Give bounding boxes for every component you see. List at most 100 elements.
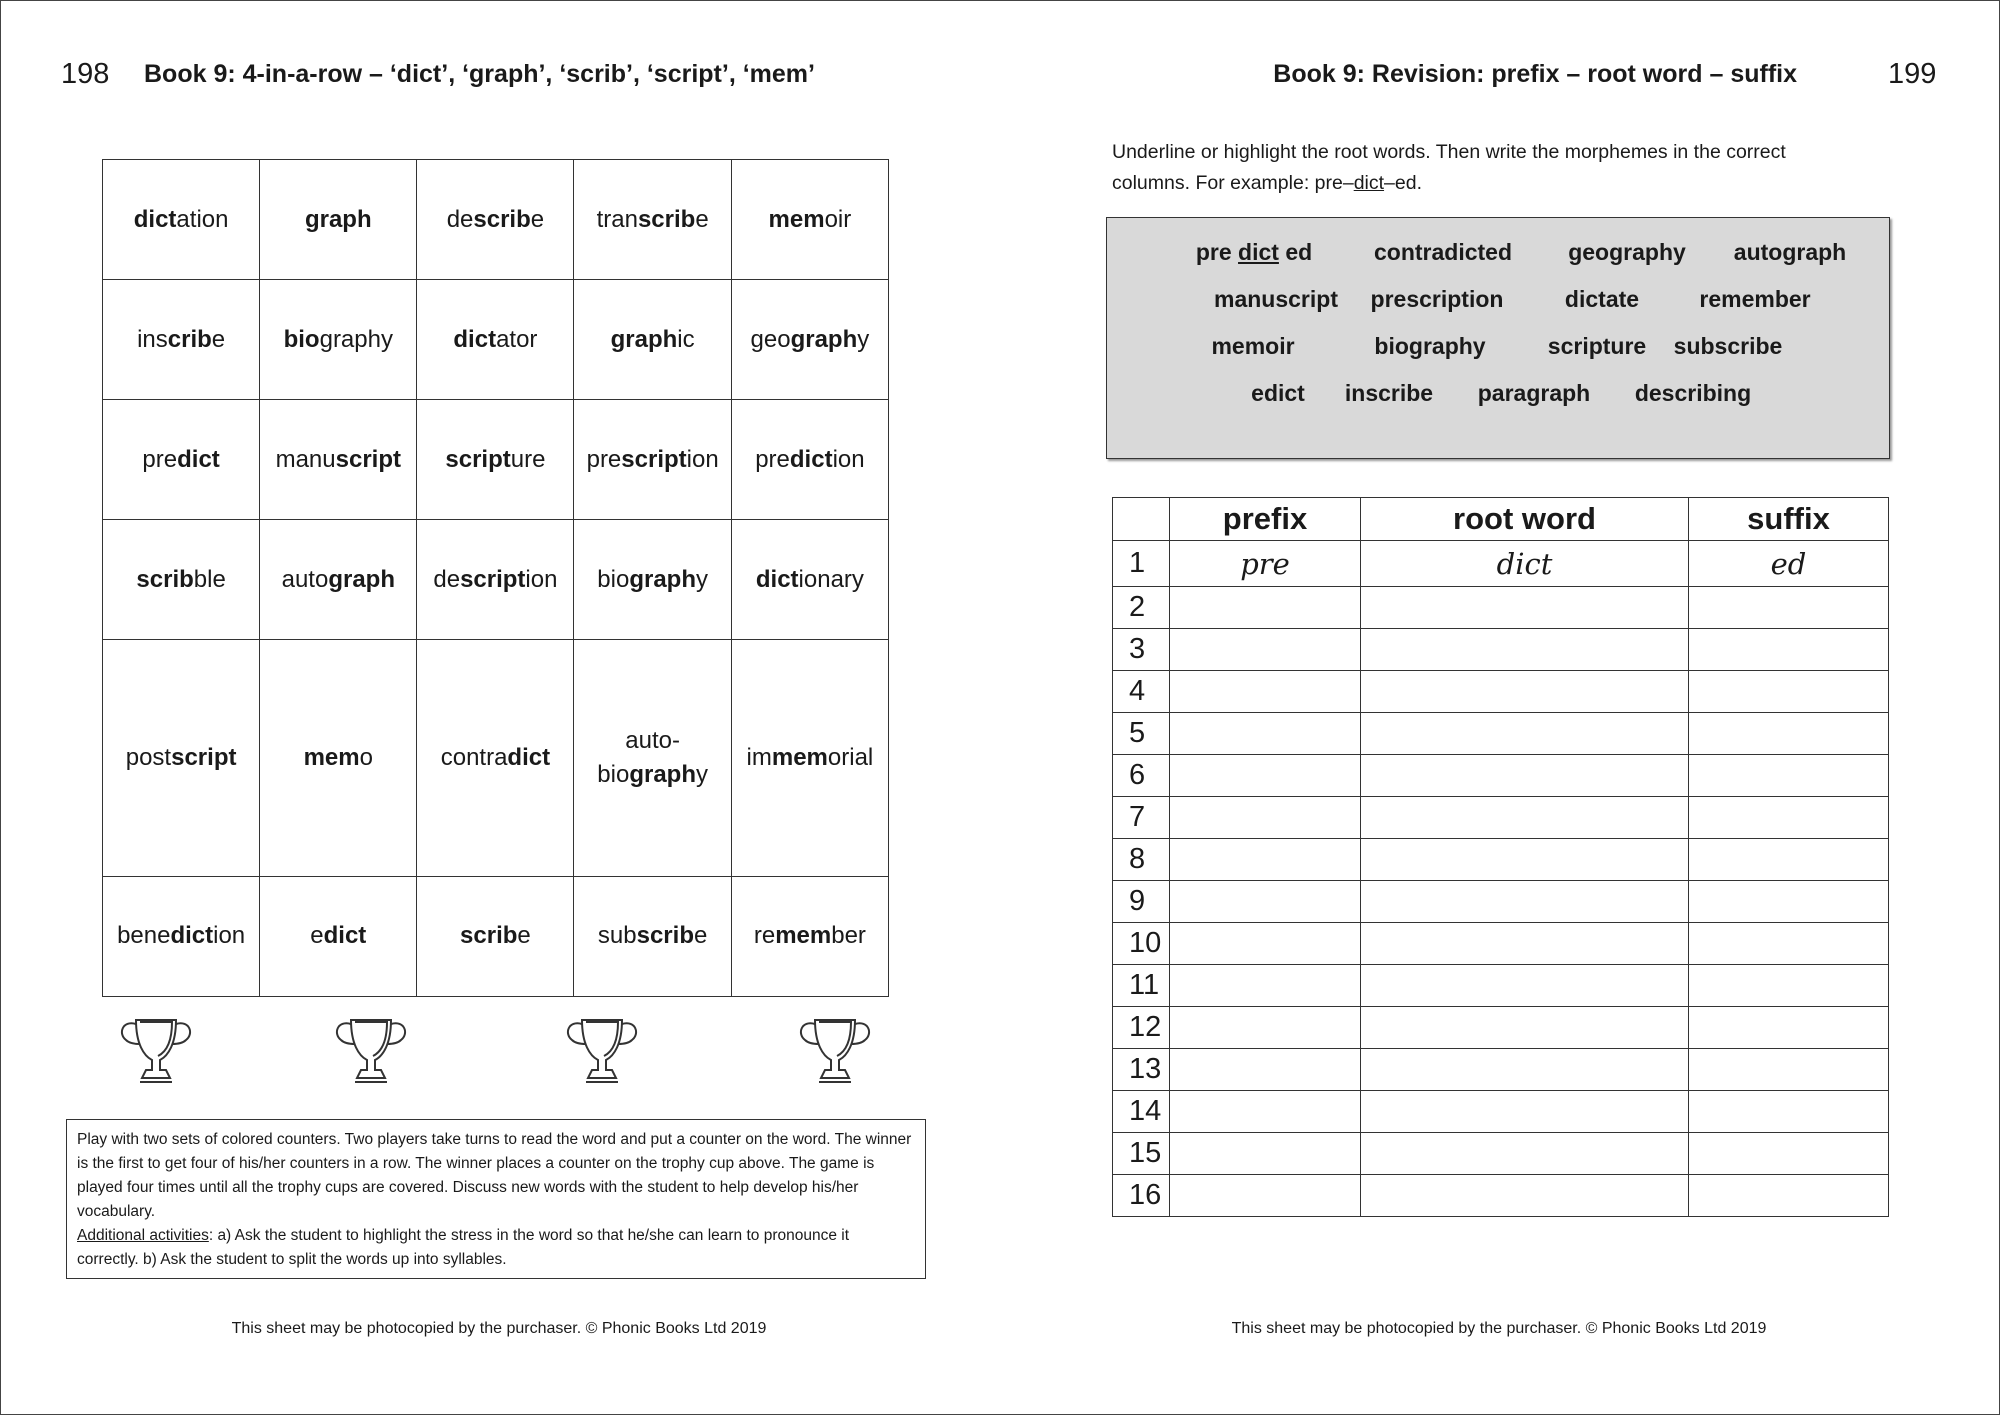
- prefix-cell[interactable]: [1169, 922, 1361, 965]
- prefix-cell[interactable]: [1169, 712, 1361, 755]
- affix-part: orial: [827, 744, 874, 772]
- root-cell[interactable]: [1360, 922, 1689, 965]
- prefix-cell[interactable]: [1169, 1006, 1361, 1049]
- grid-cell[interactable]: prescription: [573, 399, 732, 521]
- row-number: 5: [1112, 712, 1170, 755]
- grid-cell[interactable]: transcribe: [573, 158, 732, 281]
- suffix-cell[interactable]: [1688, 880, 1889, 923]
- affix-part: pre: [586, 445, 622, 473]
- grid-cell[interactable]: graph: [259, 158, 418, 281]
- grid-cell[interactable]: inscribe: [101, 279, 261, 401]
- root-cell[interactable]: [1360, 964, 1689, 1007]
- root-cell[interactable]: [1360, 586, 1689, 629]
- affix-part: de: [433, 565, 461, 593]
- table-row: 7: [1112, 796, 1889, 839]
- root-cell[interactable]: [1360, 796, 1689, 839]
- root-cell[interactable]: [1360, 628, 1689, 671]
- suffix-cell[interactable]: [1688, 1174, 1889, 1217]
- suffix-cell[interactable]: [1688, 754, 1889, 797]
- root-part: mem: [775, 922, 832, 950]
- suffix-cell[interactable]: [1688, 1048, 1889, 1091]
- root-cell[interactable]: [1360, 712, 1689, 755]
- affix-part: e: [530, 205, 545, 233]
- suffix-cell[interactable]: [1688, 712, 1889, 755]
- prefix-cell[interactable]: [1169, 628, 1361, 671]
- grid-cell[interactable]: subscribe: [573, 875, 732, 998]
- grid-cell[interactable]: postscript: [101, 639, 261, 877]
- prefix-cell[interactable]: [1169, 1090, 1361, 1133]
- grid-cell[interactable]: description: [416, 519, 575, 641]
- root-part: scrib: [637, 205, 696, 233]
- suffix-cell[interactable]: [1688, 922, 1889, 965]
- grid-cell[interactable]: describe: [416, 158, 575, 281]
- prefix-cell[interactable]: [1169, 754, 1361, 797]
- prefix-cell[interactable]: [1169, 670, 1361, 713]
- root-cell[interactable]: [1360, 1090, 1689, 1133]
- row-number: 6: [1112, 754, 1170, 797]
- grid-cell[interactable]: manuscript: [259, 399, 418, 521]
- grid-cell[interactable]: remember: [730, 875, 890, 998]
- root-cell[interactable]: [1360, 1132, 1689, 1175]
- prefix-cell[interactable]: [1169, 880, 1361, 923]
- root-part: graph: [304, 205, 372, 233]
- suffix-cell[interactable]: [1688, 838, 1889, 881]
- suffix-cell[interactable]: [1688, 1132, 1889, 1175]
- suffix-cell[interactable]: [1688, 1006, 1889, 1049]
- prefix-cell[interactable]: [1169, 1048, 1361, 1091]
- grid-cell[interactable]: autograph: [259, 519, 418, 641]
- grid-cell[interactable]: immemorial: [730, 639, 890, 877]
- table-row: 12: [1112, 1006, 1889, 1049]
- grid-cell[interactable]: dictator: [416, 279, 575, 401]
- suffix-cell[interactable]: [1688, 670, 1889, 713]
- root-cell[interactable]: [1360, 1006, 1689, 1049]
- grid-cell[interactable]: biography: [573, 519, 732, 641]
- grid-cell[interactable]: benediction: [101, 875, 261, 998]
- grid-cell[interactable]: dictionary: [730, 519, 890, 641]
- prefix-cell[interactable]: [1169, 796, 1361, 839]
- root-cell[interactable]: dict: [1360, 540, 1689, 587]
- suffix-cell[interactable]: [1688, 586, 1889, 629]
- root-cell[interactable]: [1360, 670, 1689, 713]
- affix-part: ion: [213, 922, 246, 950]
- root-cell[interactable]: [1360, 838, 1689, 881]
- grid-cell[interactable]: dictation: [101, 158, 261, 281]
- affix-part: e: [517, 922, 531, 950]
- grid-cell[interactable]: contradict: [416, 639, 575, 877]
- suffix-cell[interactable]: ed: [1688, 540, 1889, 587]
- grid-cell[interactable]: geography: [730, 279, 890, 401]
- root-cell[interactable]: [1360, 754, 1689, 797]
- grid-cell[interactable]: graphic: [573, 279, 732, 401]
- grid-cell[interactable]: auto-biography: [573, 639, 732, 877]
- grid-row: postscript memo contradict auto-biography im…: [101, 639, 890, 877]
- affix-part: e: [695, 205, 709, 233]
- example-prefix: pre: [1195, 239, 1232, 265]
- prefix-cell[interactable]: pre: [1169, 540, 1361, 587]
- word-bank-word: geography: [1568, 239, 1686, 265]
- prefix-cell[interactable]: [1169, 586, 1361, 629]
- affix-part: re: [753, 922, 776, 950]
- grid-cell[interactable]: memoir: [730, 158, 890, 281]
- grid-cell[interactable]: edict: [259, 875, 418, 998]
- grid-cell[interactable]: memo: [259, 639, 418, 877]
- suffix-cell[interactable]: [1688, 964, 1889, 1007]
- affix-part: y: [695, 761, 708, 789]
- prefix-cell[interactable]: [1169, 964, 1361, 1007]
- grid-cell[interactable]: predict: [101, 399, 261, 521]
- grid-cell[interactable]: prediction: [730, 399, 890, 521]
- prefix-cell[interactable]: [1169, 1132, 1361, 1175]
- grid-cell[interactable]: scripture: [416, 399, 575, 521]
- suffix-cell[interactable]: [1688, 796, 1889, 839]
- grid-cell[interactable]: biography: [259, 279, 418, 401]
- grid-cell[interactable]: scribble: [101, 519, 261, 641]
- grid-cell[interactable]: scribe: [416, 875, 575, 998]
- suffix-cell[interactable]: [1688, 1090, 1889, 1133]
- grid-row: predict manuscript scripture prescription pr…: [101, 399, 890, 521]
- prefix-cell[interactable]: [1169, 838, 1361, 881]
- root-cell[interactable]: [1360, 1174, 1689, 1217]
- root-word-header: root word: [1360, 497, 1689, 541]
- prefix-cell[interactable]: [1169, 1174, 1361, 1217]
- suffix-cell[interactable]: [1688, 628, 1889, 671]
- root-cell[interactable]: [1360, 880, 1689, 923]
- root-cell[interactable]: [1360, 1048, 1689, 1091]
- root-part: scrib: [473, 205, 531, 233]
